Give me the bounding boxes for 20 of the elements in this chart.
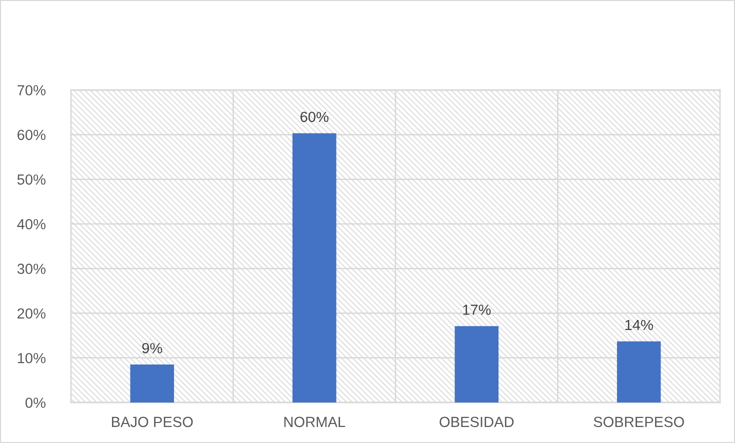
data-label: 14% — [625, 320, 653, 330]
data-label: 17% — [463, 304, 491, 315]
x-tick-label: BAJO PESO — [112, 416, 193, 428]
x-tick-label: SOBREPESO — [594, 416, 684, 428]
y-tick-label: 40% — [17, 219, 46, 230]
x-tick-label: NORMAL — [284, 416, 346, 428]
y-tick-label: 60% — [18, 130, 46, 140]
data-label: 60% — [300, 112, 328, 122]
y-tick-label: 20% — [18, 308, 46, 319]
bar — [130, 364, 174, 402]
y-tick-label: 50% — [17, 174, 46, 185]
y-tick-label: 30% — [17, 264, 46, 274]
bar — [616, 341, 661, 402]
x-tick-label: OBESIDAD — [440, 416, 514, 428]
data-label: 9% — [142, 343, 162, 354]
y-tick-label: 70% — [18, 85, 46, 96]
bar — [454, 326, 499, 402]
y-tick-label: 10% — [18, 352, 46, 364]
y-tick-label: 0% — [25, 398, 46, 408]
bar — [292, 133, 336, 402]
